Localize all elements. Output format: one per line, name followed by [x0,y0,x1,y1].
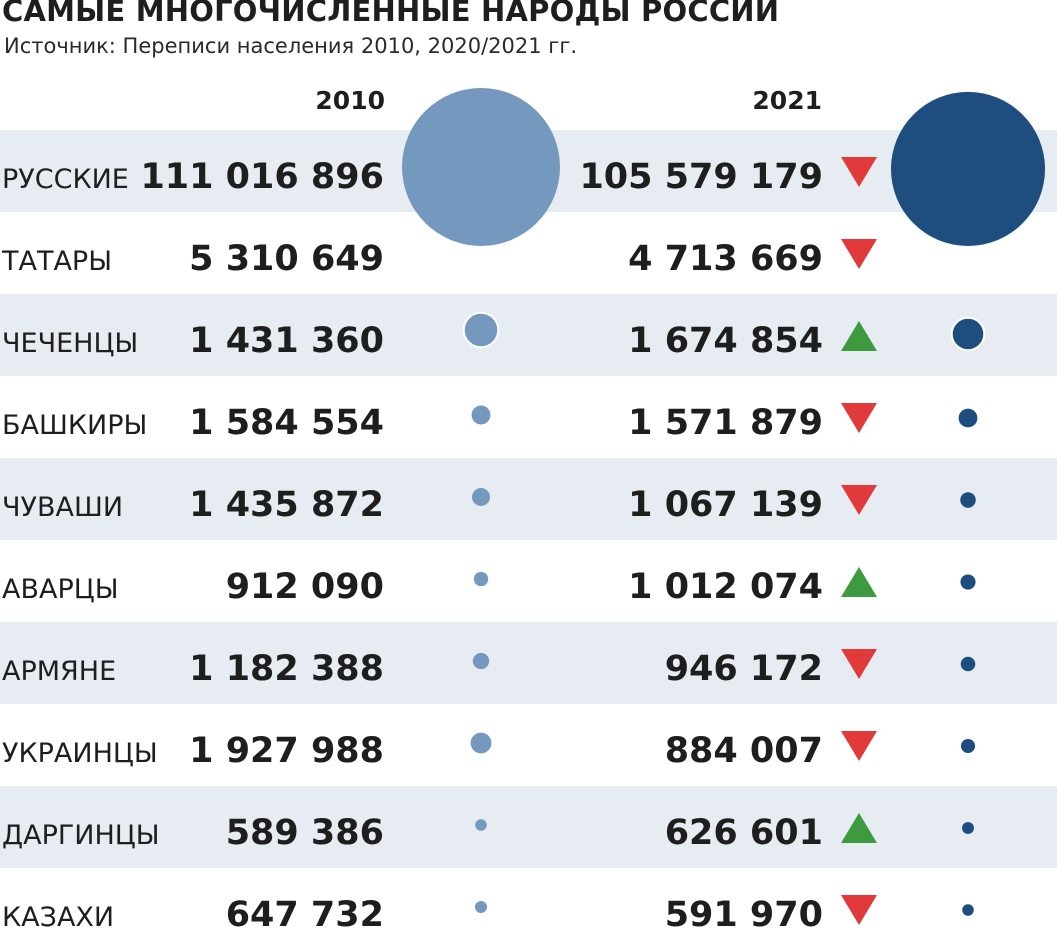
chart-title: САМЫЕ МНОГОЧИСЛЕННЫЕ НАРОДЫ РОССИИ [2,0,780,28]
value-2010: 647 732 [226,895,384,933]
value-2021: 626 601 [665,813,823,853]
trend-up-icon [841,813,877,843]
trend-down-icon [841,731,877,761]
row-label: АРМЯНЕ [2,656,116,687]
value-2021: 4 713 669 [628,239,823,279]
bubble-2010 [475,819,487,831]
value-2010: 589 386 [226,813,384,853]
trend-down-icon [841,403,877,433]
value-2021: 591 970 [665,895,823,933]
bubble-2010 [471,405,491,425]
chart-subtitle: Источник: Переписи населения 2010, 2020/… [4,34,578,58]
value-2021: 1 067 139 [628,485,823,525]
trend-down-icon [841,649,877,679]
bubble-2010 [474,900,488,914]
value-2021: 1 674 854 [628,321,823,361]
trend-down-icon [841,157,877,187]
bubble-2010 [472,324,490,342]
bubble-2010 [472,488,490,506]
row-label: УКРАИНЦЫ [2,738,158,769]
row-band [0,786,1057,868]
trend-down-icon [841,485,877,515]
value-2021: 884 007 [665,731,823,771]
value-2010: 111 016 896 [140,157,384,197]
bubble-2021 [958,326,978,346]
row-label: БАШКИРЫ [2,410,147,441]
bubble-2021 [958,408,978,428]
row-label: КАЗАХИ [2,902,114,933]
bubble-2021 [890,91,1046,246]
bubble-marks [402,88,1046,925]
row-label: АВАРЦЫ [2,574,119,605]
bubble-2021 [960,738,976,754]
row-label: ДАРГИНЦЫ [2,820,160,851]
bubble-2010 [472,652,490,670]
bubble-2010 [473,571,489,587]
bubble-2021 [960,574,976,590]
value-2010: 5 310 649 [189,239,384,279]
row-label: ТАТАРЫ [1,246,112,277]
bubble-2021 [962,822,974,834]
row-label: ЧЕЧЕНЦЫ [2,328,138,359]
value-2010: 912 090 [226,567,384,607]
value-2021: 105 579 179 [579,157,823,197]
column-header-2010: 2010 [315,86,385,115]
column-header-2021: 2021 [752,86,822,115]
bubble-2010 [402,88,560,246]
row-band [0,294,1057,376]
value-2010: 1 182 388 [189,649,384,689]
value-2010: 1 435 872 [189,485,384,525]
bubble-2021 [960,656,976,672]
value-2021: 1 012 074 [628,567,823,607]
value-2010: 1 431 360 [189,321,384,361]
trend-up-icon [841,567,877,597]
trend-down-icon [841,239,877,269]
row-texts: РУССКИЕ 111 016 896 105 579 179 ТАТАРЫ 5 310… [1,157,823,933]
value-2010: 1 584 554 [189,403,384,443]
value-2021: 946 172 [665,649,823,689]
trend-up-icon [841,321,877,351]
row-label: РУССКИЕ [2,164,129,195]
row-band [0,458,1057,540]
bubble-2021 [960,492,976,508]
bubble-2021 [962,904,974,916]
value-2021: 1 571 879 [628,403,823,443]
bubble-2010 [470,732,492,754]
row-label: ЧУВАШИ [2,492,123,523]
row-bands [0,130,1057,868]
trend-down-icon [841,895,877,925]
row-band [0,622,1057,704]
value-2010: 1 927 988 [189,731,384,771]
